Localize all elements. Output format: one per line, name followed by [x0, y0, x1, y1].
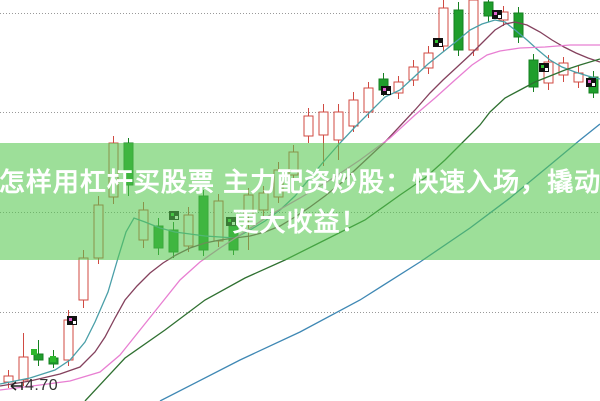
candle-up — [18, 333, 29, 386]
price-label-text: 4.70 — [25, 377, 59, 394]
banner-line-1: 怎样用杠杆买股票 主力配资炒股：快速入场，撬动 — [0, 166, 600, 197]
trade-marker-icon — [67, 316, 77, 325]
promo-banner: 怎样用杠杆买股票 主力配资炒股：快速入场，撬动 更大收益！ — [0, 143, 600, 260]
trade-marker-icon — [381, 86, 391, 95]
candle-up — [348, 92, 359, 132]
candle-up — [438, 0, 449, 52]
dot-marker — [31, 349, 37, 355]
candle-down — [453, 2, 464, 56]
candle-up — [363, 82, 374, 118]
banner-line-2: 更大收益！ — [232, 206, 368, 237]
trade-marker-icon — [433, 38, 443, 47]
price-marker-arrow-icon — [10, 381, 23, 391]
candle-up — [423, 46, 434, 74]
candle-down — [513, 7, 524, 43]
trade-marker-icon — [492, 10, 502, 19]
candle-up — [408, 60, 419, 86]
candle-down — [483, 0, 494, 22]
candle-up — [393, 76, 404, 99]
dot-marker — [50, 356, 56, 362]
trade-marker-icon — [539, 63, 549, 72]
candle-up — [573, 66, 584, 88]
candle-up — [543, 55, 554, 90]
price-label: 4.70 — [8, 377, 58, 395]
candle-up — [303, 108, 314, 143]
candle-down — [528, 54, 539, 92]
candle-down — [33, 340, 44, 366]
trade-marker-icon — [586, 78, 596, 87]
